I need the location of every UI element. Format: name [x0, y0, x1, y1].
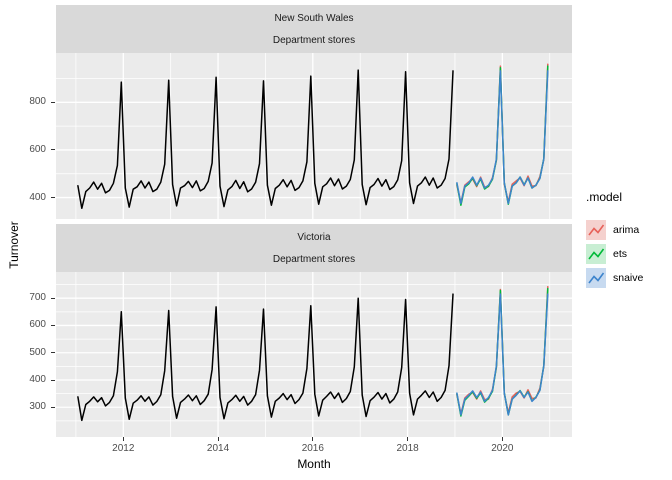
legend-label-arima: arima: [613, 224, 640, 236]
y-tick-mark: [51, 379, 55, 381]
facet-strip-nsw: New South Wales Department stores: [56, 5, 572, 53]
y-tick-label: 400: [29, 374, 46, 385]
series-line-snaive: [456, 293, 549, 416]
y-tick-mark: [51, 324, 55, 326]
plot-panel-vic: [56, 272, 572, 437]
y-tick-label: 800: [29, 96, 46, 108]
arima-line-key-icon: [586, 220, 606, 240]
series-line-actual: [77, 69, 454, 210]
legend-item-snaive: snaive: [586, 268, 643, 288]
facet-strip-vic: Victoria Department stores: [56, 224, 572, 272]
y-tick-label: 400: [29, 191, 46, 203]
facet-strip-nsw-industry: Department stores: [272, 35, 356, 46]
legend-label-ets: ets: [613, 248, 628, 260]
snaive-line-key-icon: [586, 268, 606, 288]
y-tick-label: 600: [29, 319, 46, 331]
plot-panel-nsw: [56, 53, 572, 219]
series-line-snaive: [456, 70, 549, 205]
x-tick-mark: [501, 437, 503, 441]
y-tick-mark: [51, 197, 55, 199]
y-tick-label: 600: [29, 143, 46, 155]
legend-label-snaive: snaive: [613, 272, 644, 284]
facet-strip-nsw-state: New South Wales: [274, 13, 354, 24]
y-tick-mark: [51, 406, 55, 408]
x-tick-label: 2016: [301, 443, 324, 454]
series-line-actual: [77, 293, 454, 422]
facet-strip-vic-industry: Department stores: [272, 254, 356, 265]
x-tick-label: 2020: [491, 443, 514, 454]
model-legend: .model arima ets snaive: [586, 190, 643, 292]
y-tick-label: 700: [29, 292, 46, 304]
ets-line-key-icon: [586, 244, 606, 264]
y-tick-mark: [51, 101, 55, 103]
y-tick-mark: [51, 297, 55, 299]
x-tick-mark: [217, 437, 219, 441]
x-tick-mark: [122, 437, 124, 441]
y-tick-mark: [51, 149, 55, 151]
x-axis-title: Month: [297, 457, 331, 471]
legend-item-arima: arima: [586, 220, 643, 240]
x-tick-mark: [407, 437, 409, 441]
x-tick-label: 2012: [112, 443, 135, 454]
y-tick-label: 300: [29, 401, 46, 413]
legend-item-ets: ets: [586, 244, 643, 264]
facet-strip-vic-state: Victoria: [297, 232, 331, 243]
y-tick-mark: [51, 352, 55, 354]
legend-title: .model: [586, 190, 623, 204]
x-tick-label: 2018: [396, 443, 419, 454]
x-tick-mark: [312, 437, 314, 441]
y-tick-label: 500: [29, 346, 46, 358]
x-tick-label: 2014: [206, 443, 230, 454]
